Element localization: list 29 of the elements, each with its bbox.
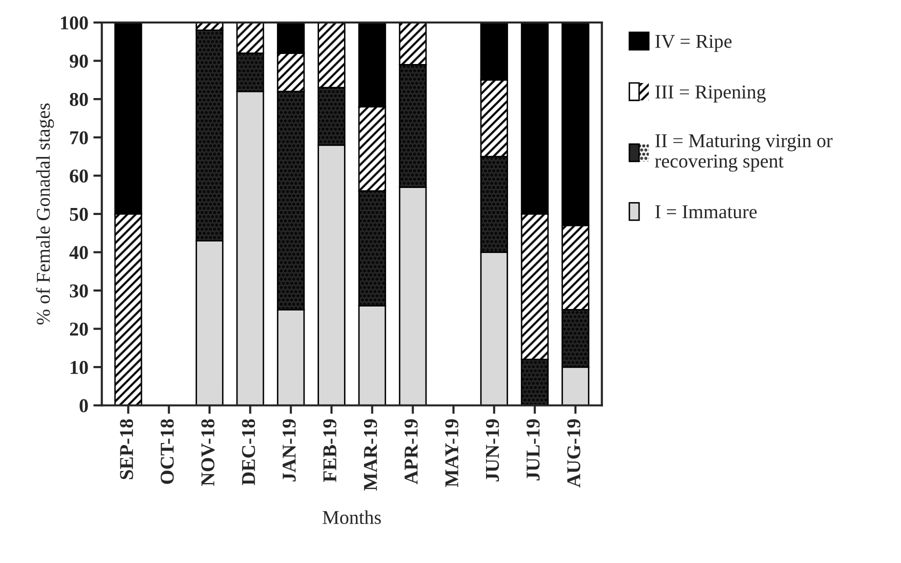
x-tick-label: AUG-19 <box>567 419 580 488</box>
legend-label: IV = Ripe <box>655 34 732 52</box>
y-tick-label: 0 <box>80 399 88 412</box>
y-tick-label: 70 <box>70 131 88 144</box>
x-tick-label: OCT-18 <box>160 419 174 484</box>
y-tick-label: 20 <box>70 322 88 336</box>
y-tick-label: 40 <box>69 246 88 260</box>
x-tick-label: DEC-18 <box>242 419 256 486</box>
x-tick-label: MAY-19 <box>445 419 458 488</box>
x-tick-label: JUL-19 <box>526 419 540 480</box>
x-tick-label: SEP-18 <box>120 419 134 480</box>
x-tick-label: JUN-19 <box>486 419 499 482</box>
y-axis-title: % of Female Gonadal stages <box>36 103 54 325</box>
legend-label: II = Maturing virgin or recovering spent <box>655 134 833 172</box>
x-tick-label: MAR-19 <box>364 419 378 491</box>
y-tick-label: 100 <box>61 16 88 30</box>
legend-label: III = Ripening <box>655 85 766 103</box>
y-tick-label: 30 <box>70 284 88 298</box>
x-tick-label: APR-19 <box>404 419 418 484</box>
y-tick-label: 90 <box>70 54 88 68</box>
y-tick-label: 10 <box>70 360 88 374</box>
legend-label: I = Immature <box>655 205 757 218</box>
x-tick-label: NOV-18 <box>201 419 215 486</box>
y-tick-label: 80 <box>70 92 88 106</box>
x-tick-label: JAN-19 <box>282 419 296 482</box>
x-tick-label: FEB-19 <box>323 419 336 482</box>
x-axis-title: Months <box>322 510 381 524</box>
y-tick-label: 50 <box>70 208 88 221</box>
y-tick-label: 60 <box>70 169 88 183</box>
